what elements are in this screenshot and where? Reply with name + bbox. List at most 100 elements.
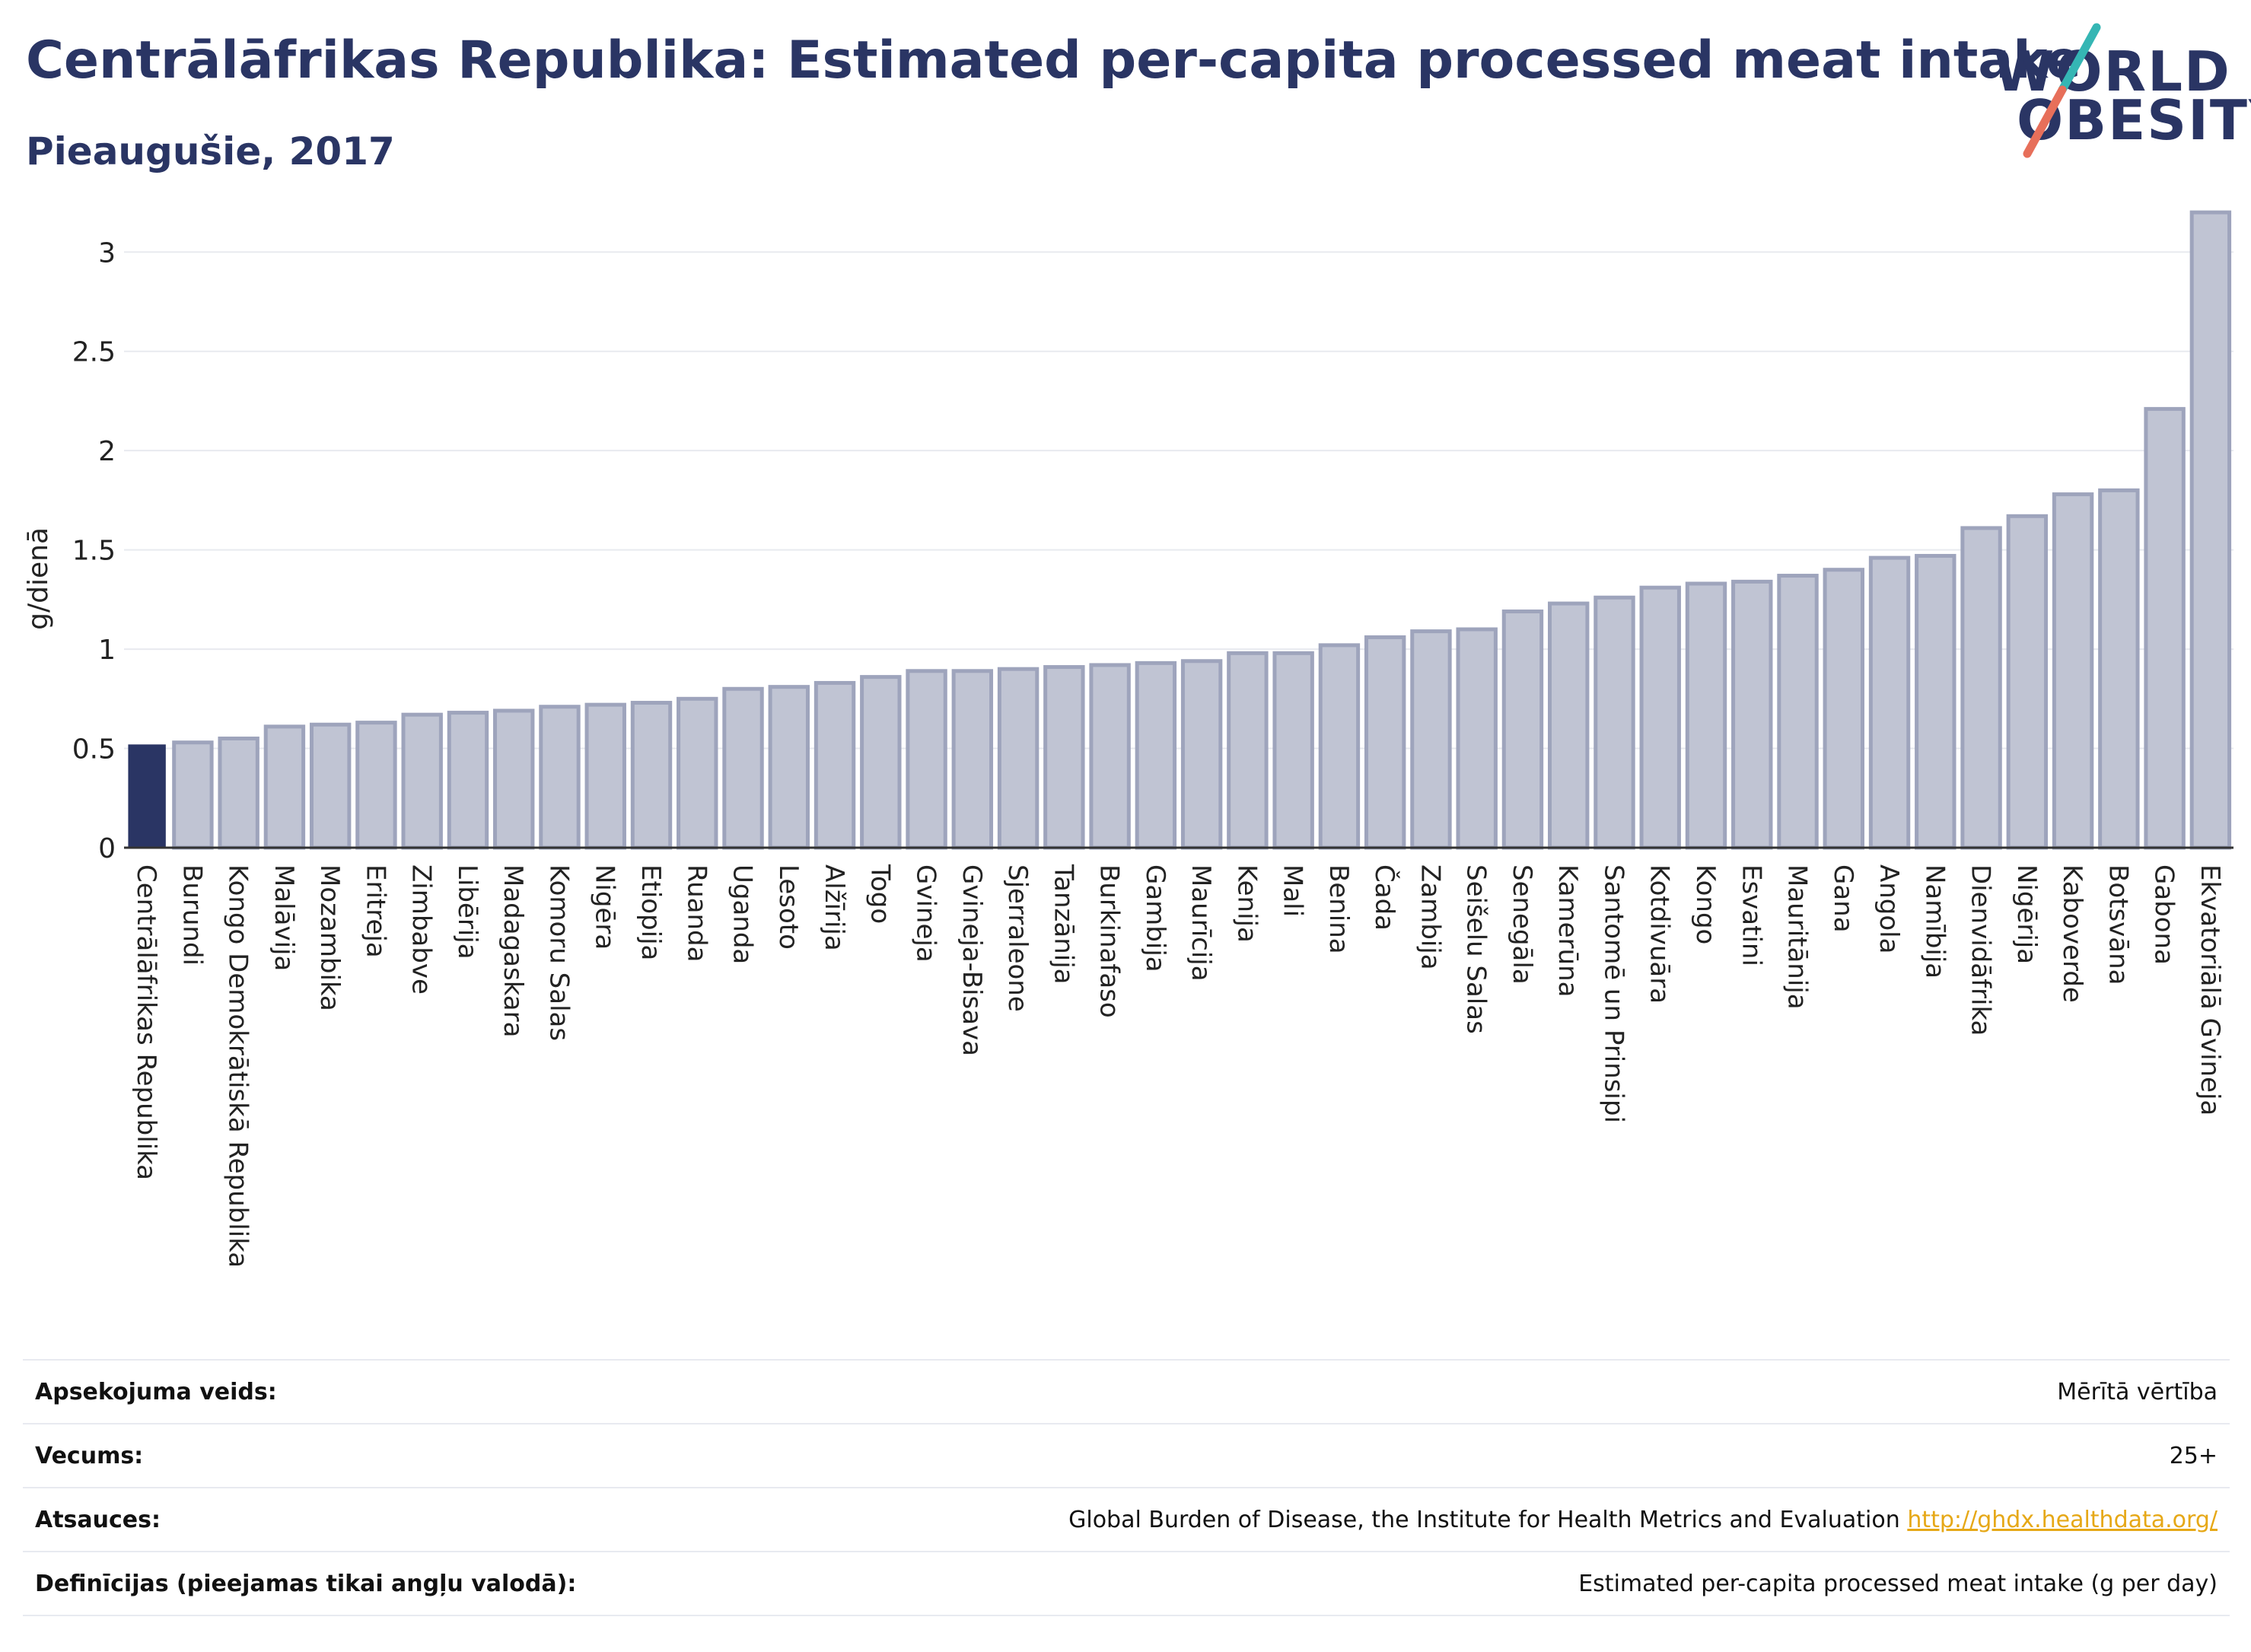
x-tick-label: Etiopija <box>635 864 666 960</box>
x-tick-label: Gvineja-Bisava <box>957 864 987 1056</box>
bar <box>722 686 764 850</box>
info-key: Apsekojuma veids: <box>35 1378 277 1405</box>
bar <box>218 737 259 850</box>
info-key: Vecums: <box>35 1442 144 1469</box>
x-tick-label: Burundi <box>177 864 207 966</box>
bar <box>1318 643 1361 850</box>
bar <box>1180 659 1223 850</box>
y-tick-label: 2 <box>98 436 116 467</box>
chart-title: Centrālāfrikas Republika: Estimated per-… <box>26 30 2081 91</box>
x-tick-label: Togo <box>864 864 895 924</box>
x-tick-label: Sjerraleone <box>1002 864 1033 1012</box>
y-tick-label: 1 <box>98 635 116 666</box>
x-tick-label: Nigēra <box>590 864 620 950</box>
bar <box>1501 610 1544 850</box>
x-tick-label: Senegāla <box>1507 864 1537 985</box>
bar <box>401 712 443 850</box>
bar <box>309 722 352 850</box>
info-row-survey-type: Apsekojuma veids: Mērītā vērtība <box>23 1359 2230 1423</box>
y-tick-label: 0.5 <box>72 734 116 766</box>
bar <box>1227 651 1269 850</box>
x-tick-label: Esvatini <box>1736 864 1766 966</box>
x-tick-label: Eritreja <box>360 864 390 958</box>
x-tick-label: Kenija <box>1231 864 1262 943</box>
chart-subtitle: Pieaugušie, 2017 <box>26 129 395 173</box>
bar <box>1777 574 1819 850</box>
x-tick-label: Maurīcija <box>1186 864 1216 982</box>
x-tick-label: Nigērija <box>2011 864 2042 964</box>
x-tick-label: Uganda <box>728 864 758 964</box>
x-tick-label: Botsvāna <box>2103 864 2133 985</box>
x-tick-label: Mozambika <box>314 864 345 1011</box>
bar <box>1639 585 1681 850</box>
bar <box>2006 514 2049 850</box>
y-tick-label: 3 <box>98 237 116 269</box>
bar <box>355 721 397 850</box>
bar <box>2144 406 2186 850</box>
info-value: Mērītā vērtība <box>2057 1378 2218 1405</box>
reference-text: Global Burden of Disease, the Institute … <box>1068 1506 1900 1533</box>
x-tick-label: Kaboverde <box>2057 864 2087 1003</box>
x-tick-label: Tanzānija <box>1048 864 1078 984</box>
y-tick-label: 2.5 <box>72 337 116 368</box>
bar <box>1410 629 1452 850</box>
x-tick-label: Zambija <box>1415 864 1445 970</box>
logo-word-world: WORLD <box>1994 40 2231 103</box>
bar <box>2189 210 2232 850</box>
x-tick-label: Alžīrija <box>819 864 849 951</box>
bar <box>1456 627 1498 850</box>
bar <box>768 685 810 850</box>
x-tick-label: Lesoto <box>773 864 804 950</box>
x-tick-label: Čada <box>1369 864 1400 931</box>
bar <box>1364 635 1406 850</box>
bar <box>1960 526 2002 850</box>
x-tick-label: Madagaskara <box>498 864 528 1037</box>
x-tick-label: Gabona <box>2149 864 2179 965</box>
x-tick-label: Centrālāfrikas Republika <box>131 864 161 1180</box>
bar <box>128 744 166 848</box>
x-tick-label: Kotdivuāra <box>1644 864 1675 1004</box>
y-tick-label: 1.5 <box>72 536 116 567</box>
bar <box>1135 660 1177 850</box>
bar <box>2052 492 2094 850</box>
x-tick-label: Ruanda <box>681 864 712 962</box>
bar <box>677 696 718 850</box>
bar <box>860 675 902 850</box>
x-tick-label: Ekvatoriālā Gvineja <box>2195 864 2225 1116</box>
x-tick-label: Komoru Salas <box>543 864 574 1041</box>
bar <box>1685 581 1727 850</box>
bar <box>630 701 673 850</box>
bar <box>1089 663 1131 850</box>
bar <box>263 724 306 850</box>
x-tick-label: Dienvidāfrika <box>1966 864 1996 1036</box>
x-tick-label: Namībija <box>1919 864 1950 979</box>
bar <box>584 702 626 850</box>
info-value: 25+ <box>2169 1442 2218 1469</box>
x-tick-label: Burkinafaso <box>1094 864 1125 1018</box>
info-value: Global Burden of Disease, the Institute … <box>1068 1507 2230 1533</box>
reference-link[interactable]: http://ghdx.healthdata.org/ <box>1907 1506 2218 1533</box>
bar <box>493 708 535 850</box>
x-tick-label: Kamerūna <box>1552 864 1583 997</box>
world-obesity-logo[interactable]: WORLD OBESITY <box>1979 23 2251 160</box>
info-row-references: Atsauces: Global Burden of Disease, the … <box>23 1487 2230 1551</box>
info-key: Atsauces: <box>35 1506 161 1533</box>
x-tick-label: Zimbabve <box>406 864 437 995</box>
bar <box>1915 553 1956 850</box>
x-tick-label: Kongo Demokrātiskā Republika <box>223 864 253 1268</box>
x-tick-label: Gambija <box>1140 864 1170 972</box>
bar <box>1548 601 1590 850</box>
info-key: Definīcijas (pieejamas tikai angļu valod… <box>35 1570 577 1597</box>
bar <box>2098 488 2140 850</box>
bar <box>1868 555 1911 850</box>
x-tick-label: Santomē un Prinsipi <box>1598 864 1629 1123</box>
x-tick-label: Seišelu Salas <box>1461 864 1492 1034</box>
bar <box>447 711 489 850</box>
bar-chart: 0 0.5 1 1.5 2 2.5 3 Centrālāfrikas Republika Bur… <box>72 210 2233 1268</box>
x-tick-label: Gvineja <box>911 864 941 963</box>
bar <box>906 669 947 850</box>
info-row-age: Vecums: 25+ <box>23 1423 2230 1487</box>
x-tick-label: Libērija <box>452 864 482 960</box>
info-table: Apsekojuma veids: Mērītā vērtība Vecums:… <box>23 1359 2230 1616</box>
bar <box>1272 651 1314 850</box>
